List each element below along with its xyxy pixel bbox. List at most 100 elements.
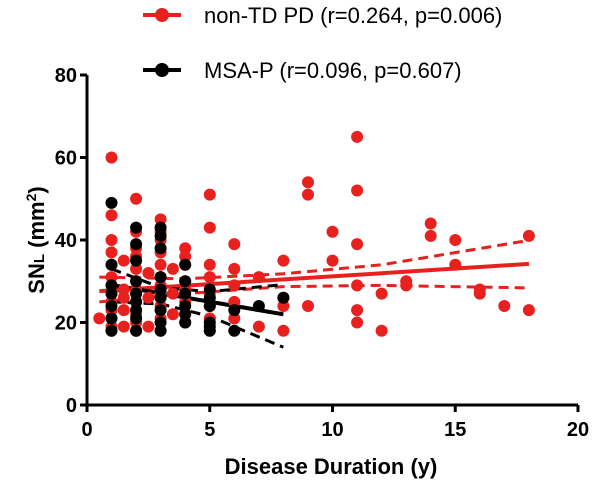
series-0-point-94	[473, 287, 486, 300]
series-1-point-20	[154, 283, 167, 296]
series-0-point-15	[117, 283, 130, 296]
series-1-point-25	[179, 258, 192, 271]
x-axis-label: Disease Duration (y)	[225, 454, 438, 479]
series-0-point-14	[117, 254, 130, 267]
series-0-point-68	[252, 271, 265, 284]
x-tick-label-2: 10	[321, 419, 343, 441]
y-axis-label-unit-close: )	[24, 186, 49, 193]
data-points	[93, 130, 535, 337]
series-1-point-6	[105, 324, 118, 337]
series-1-point-12	[130, 295, 143, 308]
series-1-point-8	[130, 238, 143, 251]
series-0-point-74	[302, 176, 314, 189]
legend-marker-0	[155, 8, 169, 22]
series-1-point-26	[179, 275, 192, 288]
series-0-point-76	[302, 300, 314, 312]
series-0-point-47	[179, 242, 192, 255]
series-0-point-89	[424, 217, 437, 230]
series-0-point-80	[351, 184, 364, 197]
series-1-point-1	[105, 258, 118, 271]
series-0-point-96	[522, 229, 535, 242]
series-0-point-3	[105, 234, 118, 246]
y-axis-label-sub: L	[31, 254, 48, 263]
series-0-point-48	[179, 250, 192, 263]
series-1-point-31	[203, 283, 216, 296]
series-1-point-30	[179, 316, 192, 329]
y-tick-label-2: 40	[55, 230, 77, 252]
x-tick-label-4: 20	[567, 419, 589, 441]
series-1-point-24	[154, 324, 167, 337]
series-0-point-75	[302, 188, 314, 201]
series-0-point-32	[142, 320, 155, 333]
series-1-point-39	[252, 300, 265, 312]
series-1-point-23	[154, 316, 167, 329]
series-0-point-19	[130, 192, 143, 205]
y-axis-label-unit-sup: 2	[23, 193, 39, 201]
series-1-point-28	[179, 300, 192, 312]
series-1-point-18	[154, 242, 167, 255]
legend-label-1: MSA-P (r=0.096, p=0.607)	[204, 58, 462, 83]
y-tick-label-1: 20	[55, 313, 77, 335]
y-axis-label-main: SN	[24, 263, 49, 294]
series-0-point-86	[375, 324, 388, 337]
series-0-point-16	[117, 291, 130, 304]
legend-marker-1	[155, 63, 169, 77]
series-0-point-90	[424, 229, 437, 242]
y-axis-label: SNL (mm2)	[23, 186, 49, 293]
series-0-point-83	[351, 304, 364, 317]
series-1-point-14	[130, 312, 143, 325]
series-1-point-33	[203, 300, 216, 312]
series-0-point-72	[277, 300, 290, 312]
series-1-point-40	[277, 291, 290, 304]
series-0-point-1	[105, 151, 118, 164]
series-0-point-31	[142, 291, 155, 304]
series-1-point-27	[179, 287, 192, 300]
legend: non-TD PD (r=0.264, p=0.006) MSA-P (r=0.0…	[143, 3, 502, 83]
series-0-point-45	[166, 287, 179, 300]
series-0-point-78	[326, 254, 339, 267]
x-tick-label-0: 0	[81, 419, 92, 441]
series-1-point-38	[228, 324, 241, 337]
series-0-point-81	[351, 238, 364, 251]
series-1-point-21	[154, 291, 167, 304]
series-0-point-18	[117, 320, 130, 333]
series-1-point-11	[130, 287, 143, 300]
series-0-point-57	[203, 258, 216, 271]
series-0-point-55	[203, 188, 216, 201]
series-0-point-33	[154, 213, 167, 226]
series-1-point-2	[105, 279, 118, 292]
series-0-point-77	[326, 225, 339, 238]
series-0-point-82	[351, 279, 364, 292]
series-1-point-29	[179, 308, 192, 321]
series-0-point-23	[130, 262, 143, 275]
x-tick-label-3: 15	[444, 419, 466, 441]
series-1-point-3	[105, 287, 118, 300]
series-0-point-69	[252, 320, 265, 333]
series-0-point-63	[228, 238, 241, 251]
series-0-point-2	[105, 209, 118, 222]
series-0-point-30	[142, 267, 155, 279]
series-0-point-58	[203, 271, 216, 284]
series-0-point-17	[117, 304, 130, 317]
series-0-point-44	[166, 262, 179, 275]
series-1-point-13	[130, 304, 143, 317]
series-0-point-88	[400, 279, 413, 292]
series-0-point-65	[228, 279, 241, 292]
series-0-point-4	[105, 246, 118, 259]
series-0-point-46	[166, 308, 179, 321]
y-tick-label-4: 80	[55, 65, 77, 87]
series-0-point-66	[228, 295, 241, 308]
series-0-point-73	[277, 324, 290, 337]
series-0-point-70	[277, 254, 290, 267]
y-tick-label-3: 60	[55, 148, 77, 170]
y-tick-label-0: 0	[66, 395, 77, 417]
series-1-point-4	[105, 300, 118, 312]
series-0-point-64	[228, 262, 241, 275]
x-tick-label-1: 5	[204, 419, 215, 441]
series-1-point-9	[130, 254, 143, 267]
series-0-point-37	[154, 258, 167, 271]
series-1-point-0	[105, 196, 118, 209]
series-0-point-95	[498, 300, 511, 312]
series-0-point-0	[93, 312, 106, 325]
